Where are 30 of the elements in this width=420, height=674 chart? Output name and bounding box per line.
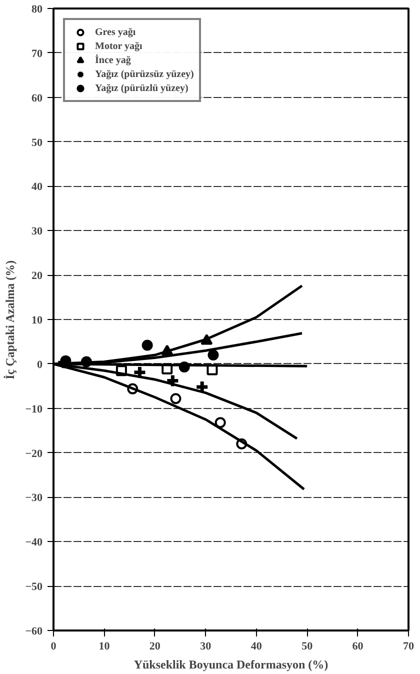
legend-label: Gres yağı (95, 26, 136, 39)
x-axis-title: Yükseklik Boyunca Deformasyon (%) (134, 658, 328, 672)
y-tick-label: −30 (25, 492, 43, 504)
x-tick-label: 30 (200, 640, 212, 652)
y-tick-label: 20 (32, 270, 43, 282)
y-tick-label: 60 (32, 92, 43, 104)
y-tick-label: −20 (25, 448, 43, 460)
y-tick-label: 50 (32, 136, 43, 149)
y-tick-label: −50 (25, 581, 43, 594)
legend-label: Motor yağı (95, 40, 142, 53)
x-tick-label: 60 (352, 640, 364, 652)
x-tick-label: 0 (50, 640, 57, 652)
y-tick-label: 70 (32, 48, 43, 60)
x-tick-label: 50 (302, 640, 314, 652)
x-tick-label: 20 (149, 640, 161, 652)
y-tick-label: 30 (32, 226, 43, 238)
y-axis-title: İç Çaptaki Azalma (%) (3, 260, 18, 380)
legend-label: Yağız (pürüzsüz yüzey) (95, 68, 194, 81)
legend-label: İnce yağ (95, 54, 131, 67)
x-tick-label: 10 (98, 640, 110, 652)
y-tick-label: 40 (32, 181, 43, 194)
x-tick-label: 40 (250, 640, 262, 652)
y-tick-label: 10 (32, 314, 43, 326)
y-tick-label: 0 (37, 358, 43, 371)
x-tick-label: 70 (403, 640, 414, 652)
y-tick-label: −60 (25, 626, 43, 638)
legend-label: Yağız (pürüzlü yüzey) (95, 82, 188, 95)
y-tick-label: 80 (32, 4, 43, 16)
y-tick-label: −10 (25, 403, 43, 416)
y-tick-label: −40 (25, 536, 43, 549)
